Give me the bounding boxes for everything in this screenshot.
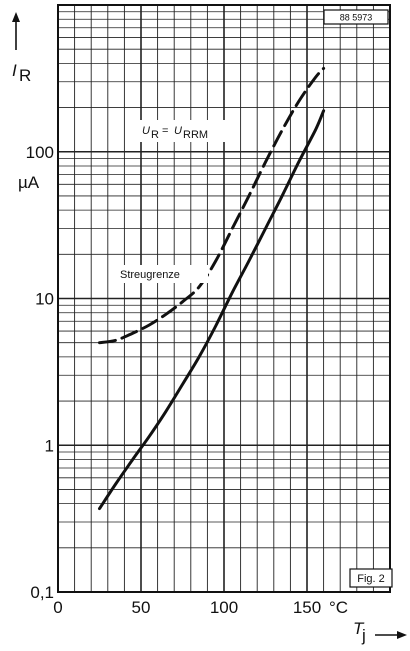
tick-labels: 0 50 100 150 0,1 1 10 100 bbox=[26, 143, 322, 617]
figure-label-text: Fig. 2 bbox=[357, 573, 385, 585]
condition-symbol-a: U bbox=[142, 125, 150, 137]
condition-equals: = bbox=[162, 125, 168, 137]
y-axis-label: I R µA bbox=[12, 12, 40, 192]
x-axis-subscript: j bbox=[361, 626, 366, 645]
condition-sub-a: R bbox=[151, 129, 159, 141]
condition-sub-b: RRM bbox=[183, 129, 208, 141]
figure-label-frame bbox=[349, 568, 393, 588]
condition-annotation: U R = U RRM bbox=[138, 120, 238, 142]
figure-id-box: 88 5973 bbox=[323, 9, 389, 25]
figure-label-box: Fig. 2 bbox=[349, 568, 393, 588]
y-axis-arrowhead bbox=[12, 12, 20, 22]
y-tick-label: 0,1 bbox=[30, 583, 54, 602]
condition-symbol-b: U bbox=[174, 125, 182, 137]
x-axis-symbol: T bbox=[353, 619, 365, 638]
condition-bg bbox=[138, 120, 238, 142]
series-label-text: Streugrenze bbox=[120, 269, 180, 281]
series-label-streugrenze: Streugrenze bbox=[116, 265, 208, 283]
x-axis-unit: °C bbox=[329, 598, 348, 617]
y-axis-unit: µA bbox=[18, 173, 40, 192]
series-line-streugrenze bbox=[98, 66, 326, 345]
y-axis-symbol: I bbox=[12, 61, 17, 80]
series-layer bbox=[98, 66, 326, 511]
figure-id-text: 88 5973 bbox=[340, 13, 373, 23]
grid-layer bbox=[57, 5, 391, 593]
x-tick-label: 150 bbox=[293, 598, 321, 617]
x-tick-label: 50 bbox=[132, 598, 151, 617]
y-axis-subscript: R bbox=[19, 66, 31, 85]
series-line-typical bbox=[98, 109, 326, 511]
x-axis-label: T j °C bbox=[329, 598, 407, 645]
x-axis-arrowhead bbox=[397, 631, 407, 639]
y-tick-label: 1 bbox=[45, 436, 54, 455]
series-label-bg bbox=[116, 265, 208, 283]
y-tick-label: 100 bbox=[26, 143, 54, 162]
x-tick-label: 0 bbox=[53, 598, 62, 617]
x-tick-label: 100 bbox=[210, 598, 238, 617]
plot-frame bbox=[57, 4, 391, 593]
figure-id-frame bbox=[323, 9, 389, 25]
y-tick-label: 10 bbox=[35, 290, 54, 309]
